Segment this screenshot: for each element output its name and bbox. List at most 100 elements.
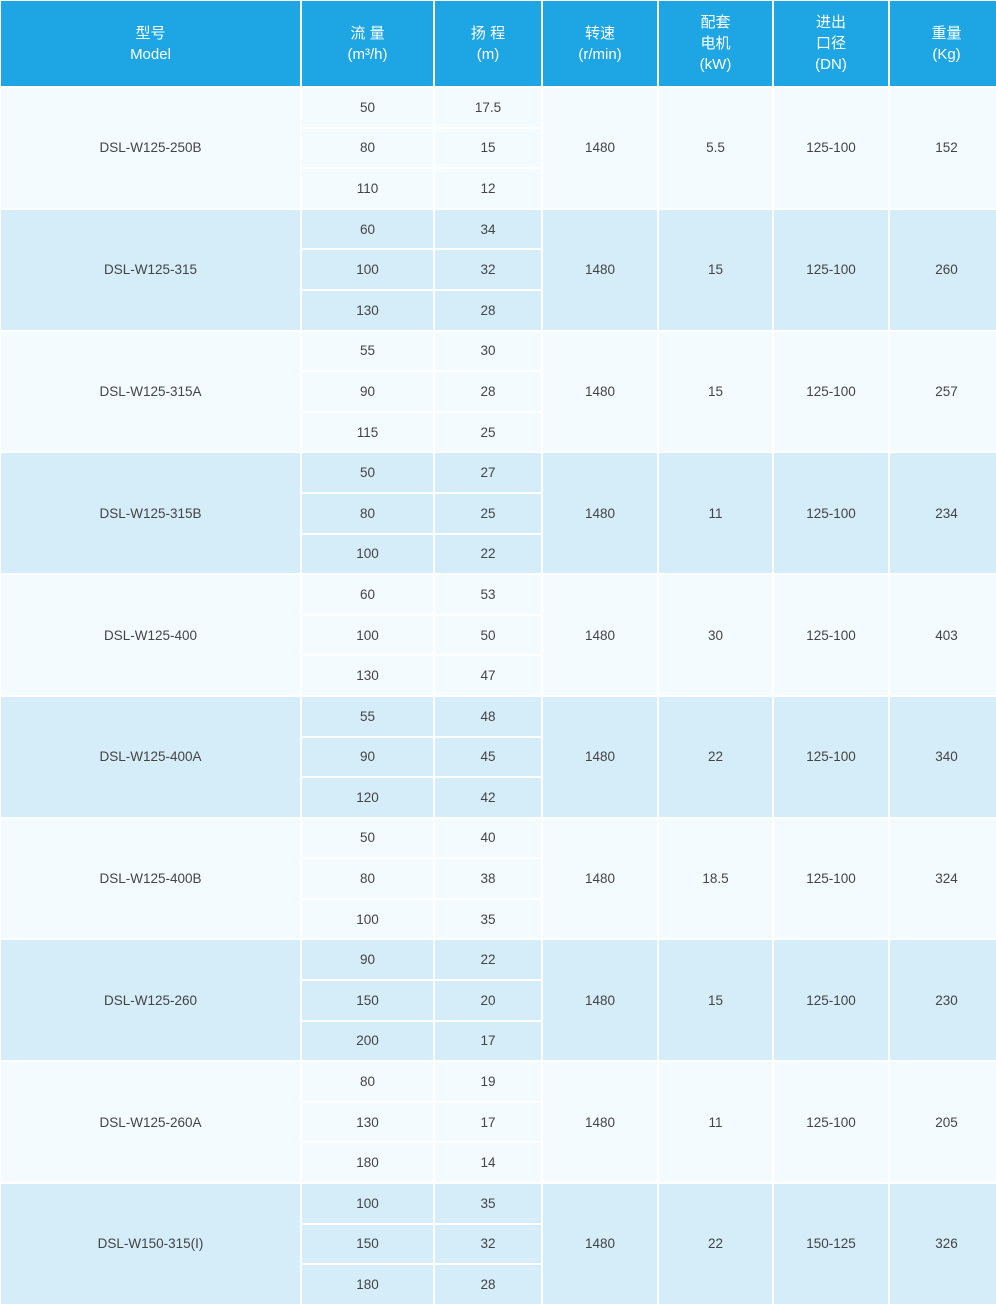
table-row: 120 42 <box>1 778 996 817</box>
flow-cell: 55 <box>302 331 433 371</box>
table-row: 100 35 <box>1 899 996 939</box>
power-cell: 5.5 <box>659 88 772 208</box>
head-cell: 30 <box>435 331 541 371</box>
head-cell: 38 <box>435 859 541 898</box>
power-cell: 22 <box>659 1184 772 1304</box>
speed-cell: 1480 <box>543 209 657 330</box>
head-cell: 50 <box>435 615 541 655</box>
header-line: 型号 <box>135 24 166 42</box>
flow-cell: 100 <box>302 615 433 655</box>
header-head: 扬 程 (m) <box>435 1 541 86</box>
head-cell: 28 <box>435 1265 541 1304</box>
diameter-cell: 125-100 <box>774 88 888 208</box>
table-row: 100 22 <box>1 534 996 574</box>
diameter-cell: 125-100 <box>774 818 888 939</box>
flow-cell: 100 <box>302 1184 433 1223</box>
head-cell: 32 <box>435 250 541 289</box>
table-header-row: 型号 Model 流 量 (m³/h) 扬 程 (m) 转速 (r/min) 配套 电机 (kW) 进… <box>1 1 996 86</box>
header-line: 重量 <box>931 24 962 42</box>
flow-cell: 100 <box>302 250 433 289</box>
weight-cell: 234 <box>890 453 996 574</box>
table-row: DSL-W125-400 60 53 1480 30 125-100 403 <box>1 575 996 695</box>
speed-cell: 1480 <box>543 331 657 452</box>
header-line: 转速 <box>584 24 615 42</box>
power-cell: 11 <box>659 1062 772 1183</box>
table-row: 150 32 <box>1 1224 996 1264</box>
table-row: 110 12 <box>1 169 996 208</box>
diameter-cell: 125-100 <box>774 453 888 574</box>
table-row: DSL-W125-260 90 22 1480 15 125-100 230 <box>1 940 996 1061</box>
weight-cell: 205 <box>890 1062 996 1183</box>
model-cell: DSL-W125-400B <box>1 818 300 939</box>
table-row: DSL-W125-400A 55 48 1480 22 125-100 340 <box>1 696 996 817</box>
diameter-cell: 150-125 <box>774 1184 888 1304</box>
header-line: (r/min) <box>578 45 622 63</box>
weight-cell: 260 <box>890 209 996 330</box>
table-row: DSL-W125-315A 55 30 1480 15 125-100 257 <box>1 331 996 452</box>
head-cell: 25 <box>435 412 541 452</box>
header-model: 型号 Model <box>1 1 300 86</box>
power-cell: 11 <box>659 453 772 574</box>
header-line: Model <box>130 45 171 63</box>
table-row: DSL-W150-315(I) 100 35 1480 22 150-125 326 <box>1 1184 996 1304</box>
model-cell: DSL-W125-315A <box>1 331 300 452</box>
head-cell: 20 <box>435 981 541 1020</box>
table-row: DSL-W125-315B 50 27 1480 11 125-100 234 <box>1 453 996 574</box>
flow-cell: 80 <box>302 493 433 533</box>
table-row: 90 45 <box>1 737 996 777</box>
flow-cell: 120 <box>302 778 433 817</box>
flow-cell: 130 <box>302 1102 433 1142</box>
power-cell: 15 <box>659 209 772 330</box>
weight-cell: 403 <box>890 575 996 695</box>
head-cell: 35 <box>435 1184 541 1223</box>
header-line: (m³/h) <box>347 45 388 63</box>
header-line: 口径 <box>815 35 846 52</box>
power-cell: 30 <box>659 575 772 695</box>
flow-cell: 80 <box>302 128 433 168</box>
table-row: DSL-W125-250B 50 17.5 1480 5.5 125-100 152 <box>1 88 996 208</box>
model-cell: DSL-W125-250B <box>1 88 300 208</box>
flow-cell: 100 <box>302 899 433 939</box>
flow-cell: 110 <box>302 169 433 208</box>
flow-cell: 60 <box>302 209 433 249</box>
model-cell: DSL-W150-315(I) <box>1 1184 300 1304</box>
header-line: 进出 <box>815 14 846 31</box>
flow-cell: 80 <box>302 859 433 898</box>
table-row: 80 25 <box>1 493 996 533</box>
table-row: 115 25 <box>1 412 996 452</box>
power-cell: 15 <box>659 940 772 1061</box>
speed-cell: 1480 <box>543 575 657 695</box>
diameter-cell: 125-100 <box>774 696 888 817</box>
weight-cell: 257 <box>890 331 996 452</box>
head-cell: 15 <box>435 128 541 168</box>
flow-cell: 50 <box>302 88 433 127</box>
diameter-cell: 125-100 <box>774 575 888 695</box>
flow-cell: 130 <box>302 656 433 695</box>
head-cell: 48 <box>435 696 541 736</box>
weight-cell: 326 <box>890 1184 996 1304</box>
speed-cell: 1480 <box>543 88 657 208</box>
head-cell: 12 <box>435 169 541 208</box>
diameter-cell: 125-100 <box>774 1062 888 1183</box>
table-row: 80 38 <box>1 859 996 898</box>
flow-cell: 80 <box>302 1062 433 1101</box>
flow-cell: 90 <box>302 372 433 411</box>
speed-cell: 1480 <box>543 1184 657 1304</box>
flow-cell: 50 <box>302 818 433 858</box>
head-cell: 14 <box>435 1143 541 1183</box>
flow-cell: 60 <box>302 575 433 614</box>
model-cell: DSL-W125-315 <box>1 209 300 330</box>
header-speed: 转速 (r/min) <box>543 1 657 86</box>
table-row: 90 28 <box>1 372 996 411</box>
header-power: 配套 电机 (kW) <box>659 1 772 86</box>
head-cell: 25 <box>435 493 541 533</box>
head-cell: 17.5 <box>435 88 541 127</box>
weight-cell: 230 <box>890 940 996 1061</box>
table-row: 130 47 <box>1 656 996 695</box>
head-cell: 22 <box>435 534 541 574</box>
model-cell: DSL-W125-400A <box>1 696 300 817</box>
flow-cell: 180 <box>302 1143 433 1183</box>
table-row: 150 20 <box>1 981 996 1020</box>
diameter-cell: 125-100 <box>774 940 888 1061</box>
weight-cell: 152 <box>890 88 996 208</box>
